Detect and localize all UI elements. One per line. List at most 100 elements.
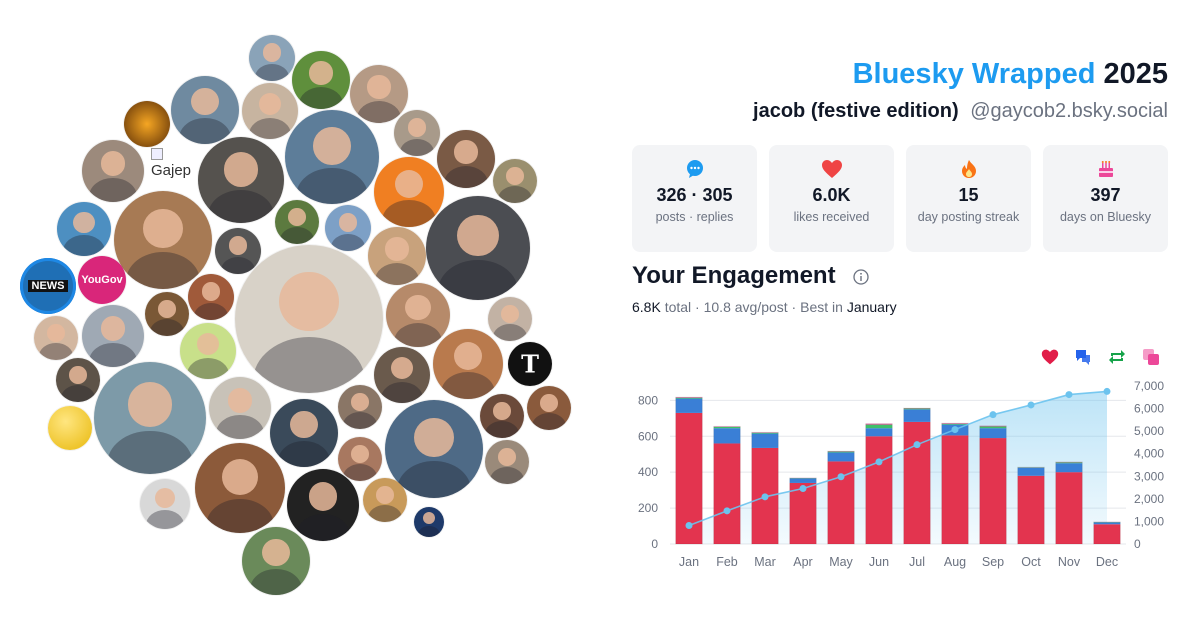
avatar-body [216, 415, 264, 439]
avatar[interactable] [363, 478, 407, 522]
fire-icon [906, 159, 1031, 179]
broken-avatar-image[interactable]: Gajep [151, 146, 191, 178]
avatar[interactable] [386, 283, 450, 347]
reposts-legend-icon[interactable] [1108, 348, 1126, 366]
avatar[interactable] [242, 527, 310, 595]
avatar[interactable] [426, 196, 530, 300]
yougov-logo[interactable]: YouGov [78, 256, 126, 304]
nyt-logo[interactable]: T [508, 342, 552, 386]
avatar-body [343, 412, 377, 429]
cumulative-point [837, 473, 845, 481]
avatar[interactable] [198, 137, 284, 223]
avatar[interactable] [485, 440, 529, 484]
cumulative-point [723, 507, 731, 515]
avatar-body [374, 262, 420, 285]
avatar-head [501, 304, 519, 323]
avatar[interactable] [195, 443, 285, 533]
avatar[interactable] [249, 35, 295, 81]
x-tick-label: Apr [793, 555, 812, 569]
avatar[interactable] [235, 245, 383, 393]
avatar[interactable] [325, 205, 371, 251]
avatar[interactable] [374, 157, 444, 227]
y-right-tick-label: 4,000 [1134, 447, 1164, 461]
x-tick-label: May [829, 555, 853, 569]
bar-likes [941, 435, 969, 544]
avatar[interactable] [82, 305, 144, 367]
avatar[interactable] [275, 200, 319, 244]
avatar-body [186, 357, 230, 379]
game-logo-avatar[interactable] [124, 101, 170, 147]
y-left-tick-label: 0 [651, 537, 658, 551]
avatar[interactable] [385, 400, 483, 498]
engagement-title: Your Engagement [632, 262, 836, 289]
avatar-head [457, 214, 499, 257]
avatar[interactable] [493, 159, 537, 203]
avatar-head [385, 237, 409, 261]
avatar-head [454, 140, 478, 164]
info-icon[interactable] [853, 269, 869, 285]
avatar[interactable] [374, 347, 430, 403]
avatar[interactable] [414, 507, 444, 537]
avatar-head [351, 444, 369, 463]
cumulative-line [688, 390, 1108, 527]
avatar[interactable] [394, 110, 440, 156]
avatar[interactable] [437, 130, 495, 188]
avatar[interactable] [350, 65, 408, 123]
avatar-body [150, 319, 184, 336]
stat-value: 6.0K [812, 185, 851, 205]
bar-outline [1093, 521, 1121, 545]
avatar-body [393, 322, 443, 347]
avatar[interactable] [171, 76, 239, 144]
user-handle[interactable]: @gaycob2.bsky.social [970, 100, 1168, 122]
wrapped-header: Bluesky Wrapped 2025 jacob (festive edit… [753, 56, 1168, 124]
x-tick-label: Mar [754, 555, 776, 569]
avatar[interactable] [188, 274, 234, 320]
avatar[interactable] [57, 202, 111, 256]
avatar[interactable] [338, 437, 382, 481]
avatar[interactable] [292, 51, 350, 109]
avatar-body [443, 165, 489, 188]
avatar-body [146, 510, 184, 529]
avatar[interactable] [527, 386, 571, 430]
replies-legend-icon[interactable] [1074, 348, 1092, 366]
moon-face-avatar[interactable] [48, 406, 92, 450]
avatar[interactable] [145, 292, 189, 336]
avatar-head [506, 166, 524, 185]
avatar[interactable] [488, 297, 532, 341]
y-left-tick-label: 600 [638, 429, 658, 443]
avatar[interactable] [433, 329, 503, 399]
avatar[interactable] [270, 399, 338, 467]
avatar[interactable] [180, 323, 236, 379]
avatar-body [39, 343, 73, 360]
avatar-body [208, 190, 274, 223]
avatar[interactable] [209, 377, 271, 439]
bar-replies [903, 409, 931, 422]
avatar[interactable] [34, 316, 78, 360]
avatar-body [296, 168, 368, 204]
bar-outline [1055, 461, 1083, 545]
avatar[interactable] [285, 110, 379, 204]
year-title: 2025 [1103, 58, 1168, 90]
avatar-body [107, 431, 193, 474]
avatar[interactable] [242, 83, 298, 139]
avatar[interactable] [215, 228, 261, 274]
avatar[interactable] [82, 140, 144, 202]
news-logo[interactable]: NEWS [20, 258, 76, 314]
avatar-body [252, 336, 366, 393]
engagement-summary: 6.8K total · 10.8 avg/post · Best in Jan… [632, 299, 897, 315]
avatar[interactable] [114, 191, 212, 289]
avatar[interactable] [56, 358, 100, 402]
bar-outline [789, 477, 817, 545]
avatar[interactable] [368, 227, 426, 285]
avatar[interactable] [480, 394, 524, 438]
quotes-legend-icon[interactable] [1142, 348, 1160, 366]
avatar[interactable] [94, 362, 206, 474]
avatar-head [351, 392, 369, 411]
likes-legend-icon[interactable] [1041, 348, 1059, 366]
bar-reposts [675, 397, 703, 399]
avatar-body [356, 100, 402, 123]
avatar[interactable] [338, 385, 382, 429]
avatar[interactable] [287, 469, 359, 541]
y-right-tick-label: 2,000 [1134, 492, 1164, 506]
avatar[interactable] [140, 479, 190, 529]
